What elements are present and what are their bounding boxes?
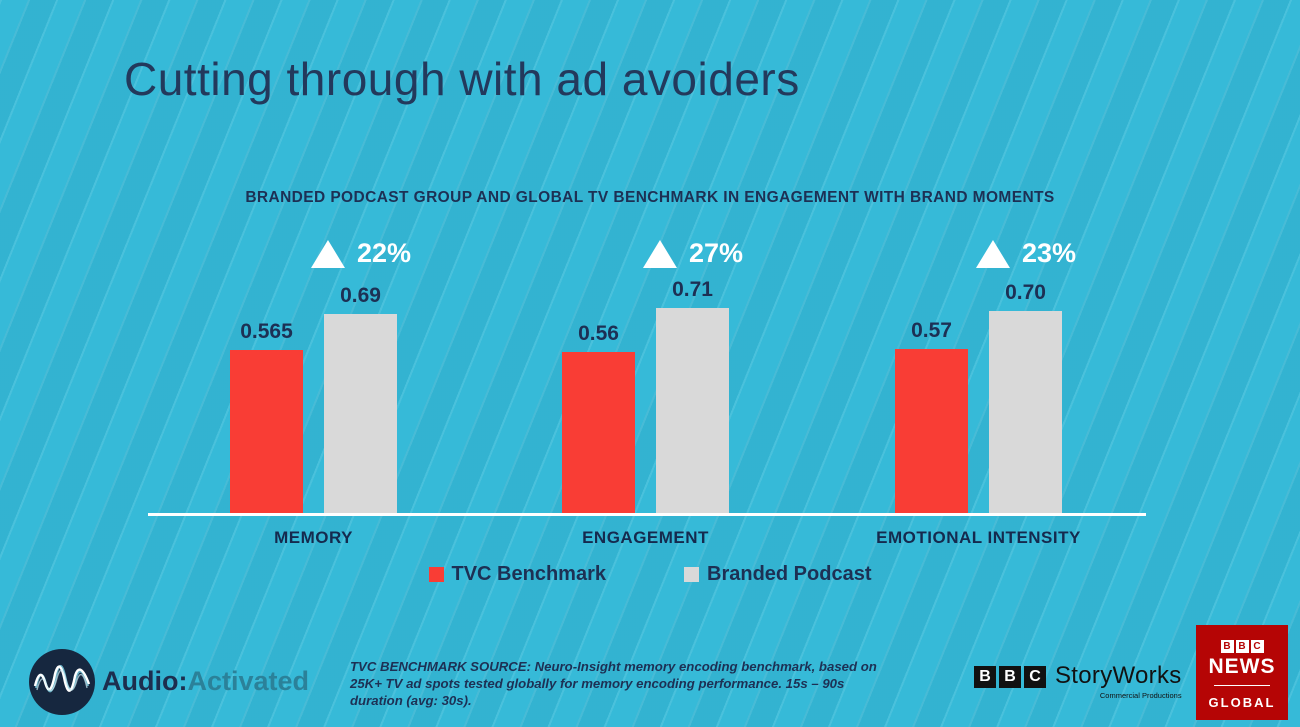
uplift-annotation: 27% [642, 238, 744, 269]
news-wordmark: NEWS [1208, 655, 1276, 678]
legend-swatch-red [428, 567, 444, 582]
category-label: MEMORY [274, 528, 353, 547]
legend-item-branded-podcast: Branded Podcast [684, 563, 871, 586]
bar-branded-podcast: 0.71 [656, 278, 729, 514]
bbc-letter-box: C [1250, 640, 1264, 653]
legend-item-tvc-benchmark: TVC Benchmark [428, 563, 607, 586]
page-title: Cutting through with ad avoiders [124, 53, 800, 105]
uplift-value: 23% [1021, 238, 1077, 268]
chart-title: BRANDED PODCAST GROUP AND GLOBAL TV BENC… [245, 189, 1055, 206]
brand-wordmark: Audio:Activated [102, 666, 309, 697]
storyworks-wordmark: StoryWorks [1055, 662, 1182, 689]
chart-legend: TVC Benchmark Branded Podcast [0, 563, 1300, 586]
bbc-letter-box: B [974, 666, 996, 688]
bbc-storyworks-logo: B B C StoryWorks Commercial Productions [974, 664, 1182, 700]
x-axis-line [148, 513, 1146, 516]
bar-group-emotional-intensity: 23% 0.57 0.70 EMOTIONAL INTENSITY [876, 230, 1080, 547]
bar-value-label: 0.70 [1005, 281, 1046, 304]
bar-group-engagement: 27% 0.56 0.71 ENGAGEMENT [562, 230, 743, 547]
uplift-annotation: 22% [310, 238, 412, 269]
bbc-blocks-icon: B B C [1220, 640, 1264, 653]
uplift-annotation: 23% [975, 238, 1077, 269]
bar-tvc-benchmark: 0.56 [562, 322, 635, 514]
divider [1214, 685, 1270, 686]
legend-swatch-gray [684, 567, 699, 582]
brand-suffix: Activated [187, 666, 310, 696]
bar-chart: 22% 0.565 0.69 MEMORY 27% 0.56 0.71 ENGA… [148, 230, 1148, 547]
bar-tvc-benchmark: 0.565 [230, 320, 303, 514]
uplift-value: 22% [356, 238, 412, 268]
brand-prefix: Audio: [102, 666, 188, 696]
up-triangle-icon [310, 239, 345, 268]
bar-value-label: 0.69 [340, 284, 381, 307]
bbc-blocks-icon: B B C [974, 666, 1046, 688]
bar-value-label: 0.71 [672, 278, 713, 301]
category-label: ENGAGEMENT [582, 528, 709, 547]
audio-activated-soundwave-logo-icon [29, 649, 95, 715]
legend-label: TVC Benchmark [451, 563, 607, 585]
bbc-letter-box: B [1235, 640, 1249, 653]
bbc-news-global-badge: B B C NEWS GLOBAL [1196, 625, 1288, 720]
up-triangle-icon [642, 239, 677, 268]
storyworks-subtitle: Commercial Productions [1099, 691, 1182, 700]
bar-tvc-benchmark: 0.57 [895, 319, 968, 514]
global-wordmark: GLOBAL [1208, 695, 1276, 710]
bbc-letter-box: C [1024, 666, 1046, 688]
up-triangle-icon [975, 239, 1010, 268]
bar-branded-podcast: 0.70 [989, 281, 1062, 514]
bar-value-label: 0.57 [911, 319, 952, 342]
category-label: EMOTIONAL INTENSITY [876, 528, 1081, 547]
legend-label: Branded Podcast [707, 563, 872, 585]
bar-group-memory: 22% 0.565 0.69 MEMORY [230, 230, 411, 547]
bar-value-label: 0.56 [578, 322, 619, 345]
source-note: TVC BENCHMARK SOURCE: Neuro-Insight memo… [350, 659, 877, 709]
bar-branded-podcast: 0.69 [324, 284, 397, 514]
bbc-letter-box: B [1220, 640, 1234, 653]
bbc-letter-box: B [999, 666, 1021, 688]
uplift-value: 27% [688, 238, 744, 268]
bar-value-label: 0.565 [240, 320, 293, 343]
